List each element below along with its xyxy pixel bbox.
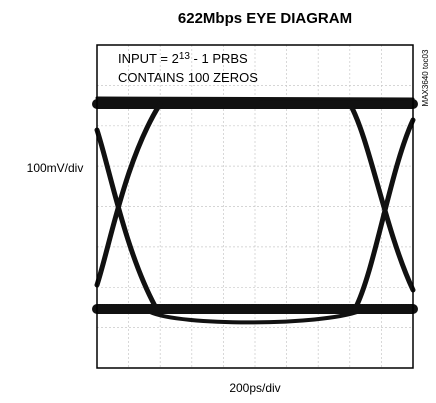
annotation-rest: - 1 PRBS [190, 51, 248, 66]
annotation-base: INPUT = 2 [118, 51, 179, 66]
y-axis-label: 100mV/div [27, 161, 84, 175]
eye-diagram: 622Mbps EYE DIAGRAM 100mV/div 200ps/div … [0, 0, 436, 403]
annotation-line-1: INPUT = 213 - 1 PRBS [118, 51, 248, 66]
x-axis-label: 200ps/div [229, 381, 280, 395]
title: 622Mbps EYE DIAGRAM [178, 10, 352, 27]
figure-code: MAX3640 toc03 [421, 49, 430, 106]
grid [97, 45, 413, 368]
annotation-line-2: CONTAINS 100 ZEROS [118, 70, 258, 85]
annotation-exponent: 13 [179, 51, 191, 62]
